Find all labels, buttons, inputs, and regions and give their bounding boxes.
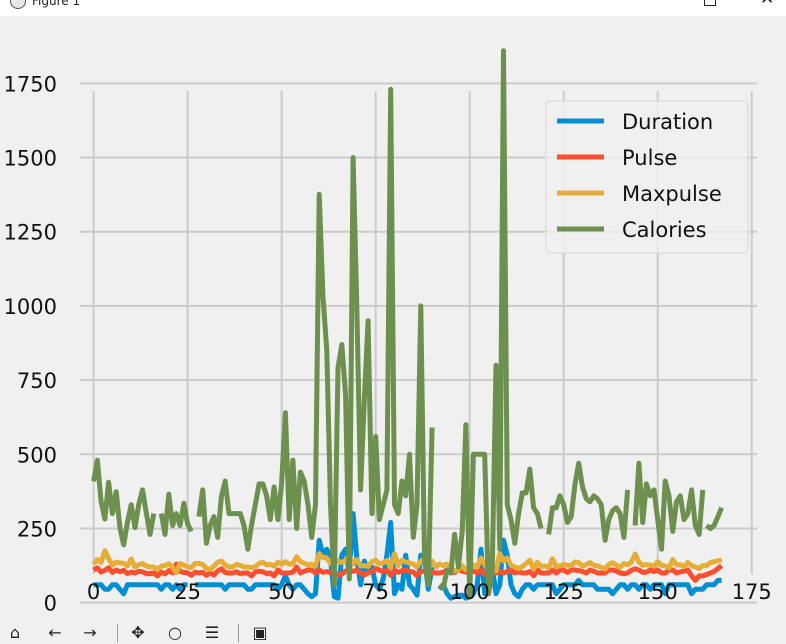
series-line-pulse (92, 561, 724, 583)
sliders-icon: ☰ (204, 623, 220, 642)
arrow-left-icon: ← (48, 623, 62, 642)
configure-subplots-button[interactable]: ☰ (199, 622, 225, 644)
series-line-calories (196, 86, 435, 588)
y-tick-label: 0 (44, 592, 57, 616)
magnifier-icon: ○ (168, 623, 182, 642)
x-tick-label: 50 (268, 580, 295, 604)
x-tick-label: 25 (174, 580, 201, 604)
matplotlib-logo-icon (10, 0, 26, 9)
home-button[interactable]: ⌂ (2, 622, 28, 644)
legend: Duration Pulse Maxpulse Calories (545, 100, 749, 254)
series-line-duration (93, 582, 188, 597)
series-line-calories (632, 460, 706, 552)
x-tick-label: 125 (544, 580, 584, 604)
x-tick-label: 75 (362, 580, 389, 604)
toolbar-separator (117, 624, 118, 642)
tick-labels: 0 250 500 750 1000 1250 1500 1750 0 25 50 75 100 125 1… (4, 72, 772, 615)
legend-label: Calories (622, 218, 707, 242)
window-titlebar: Figure 1 ✕ (0, 0, 786, 16)
legend-label: Maxpulse (622, 182, 722, 206)
move-icon: ✥ (131, 623, 145, 642)
floppy-disk-icon: ▣ (252, 623, 268, 642)
x-tick-label: 0 (87, 580, 100, 604)
x-tick-label: 175 (732, 580, 772, 604)
close-icon[interactable]: ✕ (760, 0, 774, 8)
navigation-toolbar: ⌂ ← → ✥ ○ ☰ ▣ (0, 622, 786, 642)
y-tick-label: 250 (17, 517, 57, 541)
y-tick-label: 1750 (4, 72, 57, 96)
series-line-calories (546, 460, 631, 543)
series-line-maxpulse (91, 548, 723, 576)
series-lines (91, 48, 724, 601)
back-button[interactable]: ← (42, 622, 68, 644)
forward-button[interactable]: → (77, 622, 103, 644)
y-tick-label: 1500 (4, 147, 57, 171)
series-line-calories (158, 491, 194, 537)
line-chart: 0 250 500 750 1000 1250 1500 1750 0 25 50 75 100 125 1… (4, 48, 772, 616)
legend-label: Duration (622, 110, 713, 134)
y-tick-label: 1000 (4, 295, 57, 319)
series-line-calories (91, 457, 157, 548)
y-tick-label: 750 (17, 369, 57, 393)
series-line-calories (705, 506, 724, 531)
pan-button[interactable]: ✥ (125, 622, 151, 644)
window-title: Figure 1 (32, 0, 81, 8)
arrow-right-icon: → (83, 623, 97, 642)
maximize-icon[interactable] (704, 0, 716, 6)
x-tick-label: 100 (450, 580, 490, 604)
toolbar-separator (238, 624, 239, 642)
x-tick-label: 150 (638, 580, 678, 604)
legend-box (545, 100, 749, 254)
zoom-button[interactable]: ○ (162, 622, 188, 644)
y-tick-label: 500 (17, 443, 57, 467)
series-line-calories (438, 48, 544, 600)
save-button[interactable]: ▣ (247, 622, 273, 644)
legend-label: Pulse (622, 146, 677, 170)
y-tick-label: 1250 (4, 221, 57, 245)
home-icon: ⌂ (9, 623, 21, 642)
